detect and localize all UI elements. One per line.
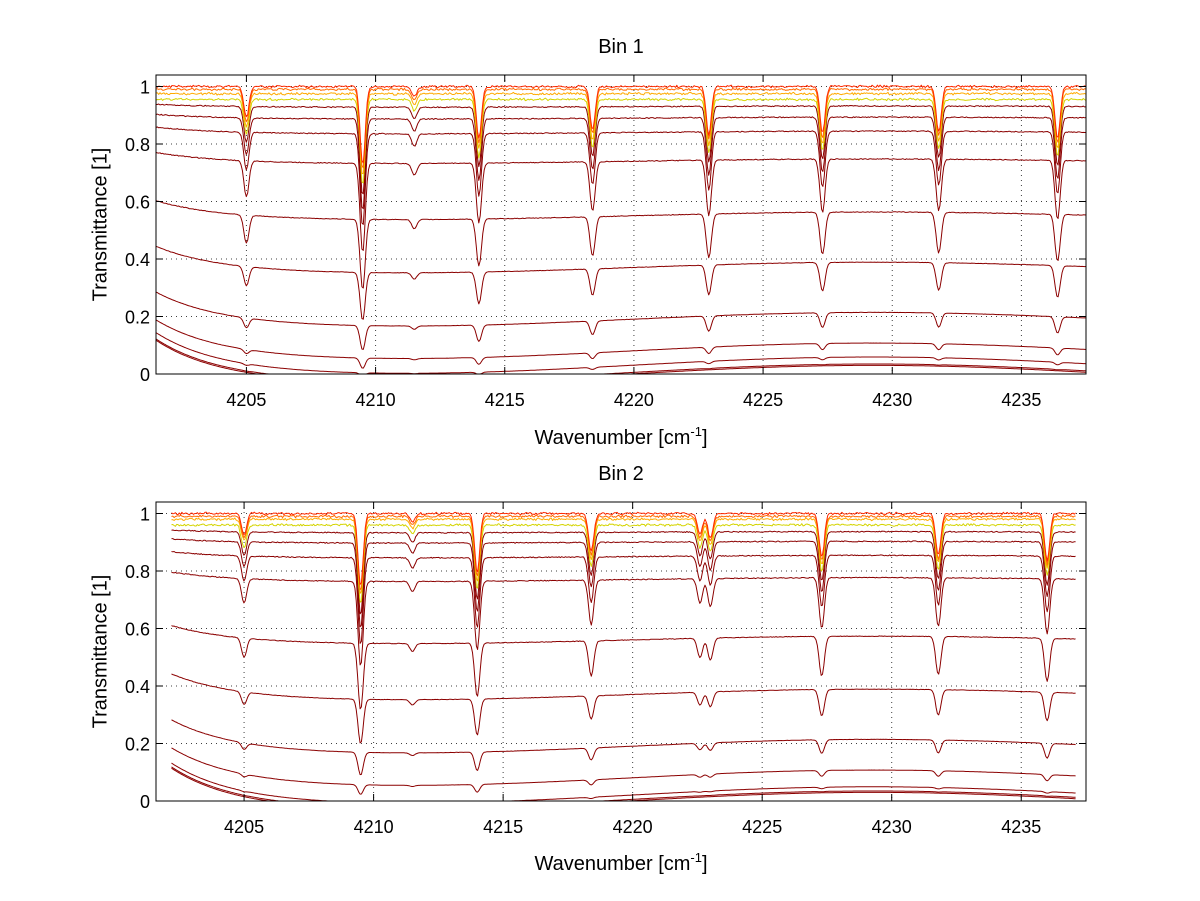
bin-1-x-tick-label: 4230 (872, 390, 912, 410)
bin-2-x-axis-label-main: Wavenumber [cm (534, 853, 690, 875)
bin-1-axes-box (155, 74, 1087, 375)
bin-2-axes-box (155, 501, 1087, 802)
bin-2-spectrum-line (171, 571, 1076, 666)
bin-1-spectrum-line (155, 97, 1087, 184)
bin-2-x-tick-label: 4210 (354, 817, 394, 837)
bin-2-y-tick-label: 0.4 (125, 677, 150, 697)
bin-2-spectrum-line (171, 514, 1076, 591)
bin-2-y-tick-label: 0.8 (125, 562, 150, 582)
bin-1-title: Bin 1 (598, 36, 644, 58)
bin-1-spectrum-line (155, 319, 1087, 369)
bin-1-spectrum-line (155, 291, 1087, 350)
bin-1-x-tick-label: 4220 (614, 390, 654, 410)
bin-1-spectrum-line (155, 151, 1086, 251)
bin-1-y-tick-label: 0.6 (125, 193, 150, 213)
bin-1-x-axis-label-exponent: -1 (690, 424, 702, 439)
bin-2-y-tick-label: 0 (140, 792, 150, 812)
bin-2-spectrum-line (171, 523, 1076, 603)
bin-2-x-tick-label: 4215 (483, 817, 523, 837)
bin-1-spectrum-line (155, 332, 1087, 375)
bin-1-x-tick-label: 4205 (226, 390, 266, 410)
bin-1-y-tick-label: 0.4 (125, 250, 150, 270)
bin-1-x-tick-label: 4210 (356, 390, 396, 410)
bin-2-axes: Bin 2 Transmittance [1] Wavenumber [cm-1… (89, 463, 1087, 875)
bin-1-y-axis-label: Transmittance [1] (89, 148, 111, 302)
bin-2-x-tick-label: 4205 (224, 817, 264, 837)
bin-1-x-axis-label-close: ] (702, 427, 708, 449)
bin-1-spectrum-line (156, 103, 1087, 195)
bin-1-x-axis-label-main: Wavenumber [cm (534, 427, 690, 449)
bin-2-spectrum-line (171, 719, 1076, 776)
bin-2-title: Bin 2 (598, 463, 644, 485)
bin-1-spectrum-line (155, 126, 1086, 225)
bin-2-x-axis-label-close: ] (702, 853, 708, 875)
bin-1-spectrum-line (155, 91, 1087, 174)
bin-2-x-tick-label: 4220 (613, 817, 653, 837)
bin-1-axes: Bin 1 Transmittance [1] Wavenumber [cm-1… (89, 36, 1087, 449)
bin-1-x-tick-label: 4235 (1001, 390, 1041, 410)
bin-1-x-tick-label: 4225 (743, 390, 783, 410)
bin-1-spectrum-line (155, 200, 1087, 289)
bin-2-y-tick-label: 0.2 (125, 735, 150, 755)
bin-2-spectrum-line (171, 673, 1076, 744)
bin-1-x-tick-label: 4215 (485, 390, 525, 410)
bin-2-spectrum-line (171, 517, 1076, 594)
bin-1-x-axis-label: Wavenumber [cm-1] (534, 424, 707, 449)
bin-2-spectrum-line (171, 511, 1076, 585)
bin-1-spectrum-line (155, 84, 1087, 164)
bin-1-spectrum-line (155, 113, 1087, 210)
bin-2-y-tick-label: 0.6 (125, 620, 150, 640)
bin-1-y-tick-label: 0 (140, 365, 150, 385)
bin-1-y-tick-label: 0.8 (125, 135, 150, 155)
bin-2-spectrum-line (171, 529, 1076, 615)
bin-2-x-axis-label-exponent: -1 (690, 850, 702, 865)
bin-1-spectrum-line (155, 339, 1087, 375)
bin-2-x-tick-label: 4225 (742, 817, 782, 837)
bin-1-spectrum-line (155, 87, 1087, 169)
bin-2-y-axis-label: Transmittance [1] (89, 575, 111, 729)
bin-1-y-tick-label: 0.2 (125, 308, 150, 328)
bin-2-y-tick-label: 1 (140, 505, 150, 525)
bin-2-spectrum-line (171, 625, 1076, 710)
bin-2-x-axis-label: Wavenumber [cm-1] (534, 850, 707, 875)
bin-2-spectrum-line (171, 551, 1076, 644)
bin-2-x-tick-label: 4235 (1001, 817, 1041, 837)
bin-1-y-tick-label: 1 (140, 78, 150, 98)
bin-2-x-tick-label: 4230 (872, 817, 912, 837)
bin-2-spectrum-line (171, 747, 1076, 795)
bin-2-spectrum-line (171, 538, 1076, 628)
bin-2-spectrum-line (171, 767, 1076, 802)
bin-1-spectrum-line (155, 245, 1087, 320)
